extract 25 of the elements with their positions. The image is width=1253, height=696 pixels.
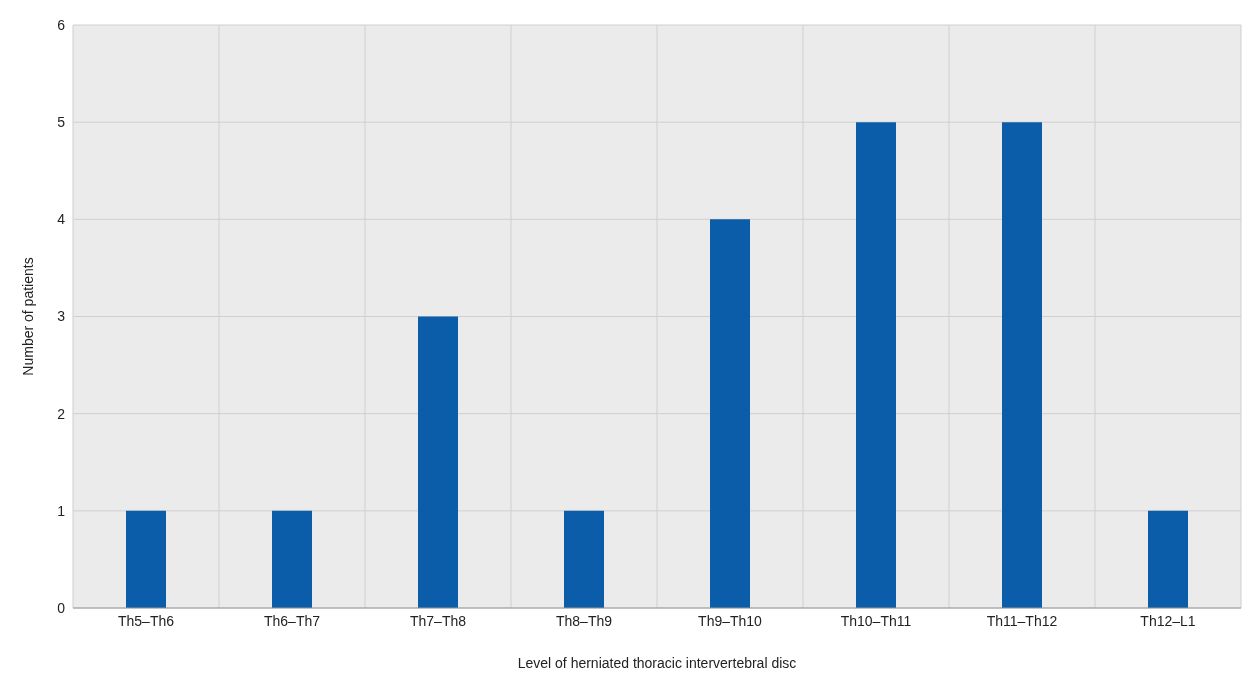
x-tick-label: Th8–Th9 bbox=[555, 612, 613, 629]
y-tick-label: 5 bbox=[57, 114, 66, 131]
bar bbox=[710, 219, 750, 608]
bar bbox=[126, 510, 166, 608]
y-tick-label: 6 bbox=[57, 16, 66, 33]
x-axis-title: Level of herniated thoracic intervertebral disc bbox=[517, 655, 797, 671]
y-tick-label: 3 bbox=[57, 308, 66, 325]
bar bbox=[272, 510, 312, 608]
x-tick-label: Th12–L1 bbox=[1140, 612, 1196, 629]
y-tick-label: 1 bbox=[57, 502, 66, 519]
x-tick-label: Th10–Th11 bbox=[840, 612, 912, 629]
bar bbox=[564, 510, 604, 608]
y-tick-label: 4 bbox=[57, 211, 66, 228]
bar bbox=[1148, 510, 1188, 608]
y-tick-label: 2 bbox=[57, 405, 66, 422]
bar bbox=[856, 122, 896, 608]
x-tick-label: Th6–Th7 bbox=[263, 612, 321, 629]
y-axis-title: Number of patients bbox=[19, 257, 36, 376]
x-tick-label: Th11–Th12 bbox=[986, 612, 1058, 629]
bar bbox=[418, 316, 458, 608]
bar bbox=[1002, 122, 1042, 608]
y-tick-label: 0 bbox=[57, 599, 66, 616]
x-tick-label: Th9–Th10 bbox=[698, 612, 763, 629]
x-tick-label: Th7–Th8 bbox=[409, 612, 467, 629]
x-tick-label: Th5–Th6 bbox=[117, 612, 175, 629]
